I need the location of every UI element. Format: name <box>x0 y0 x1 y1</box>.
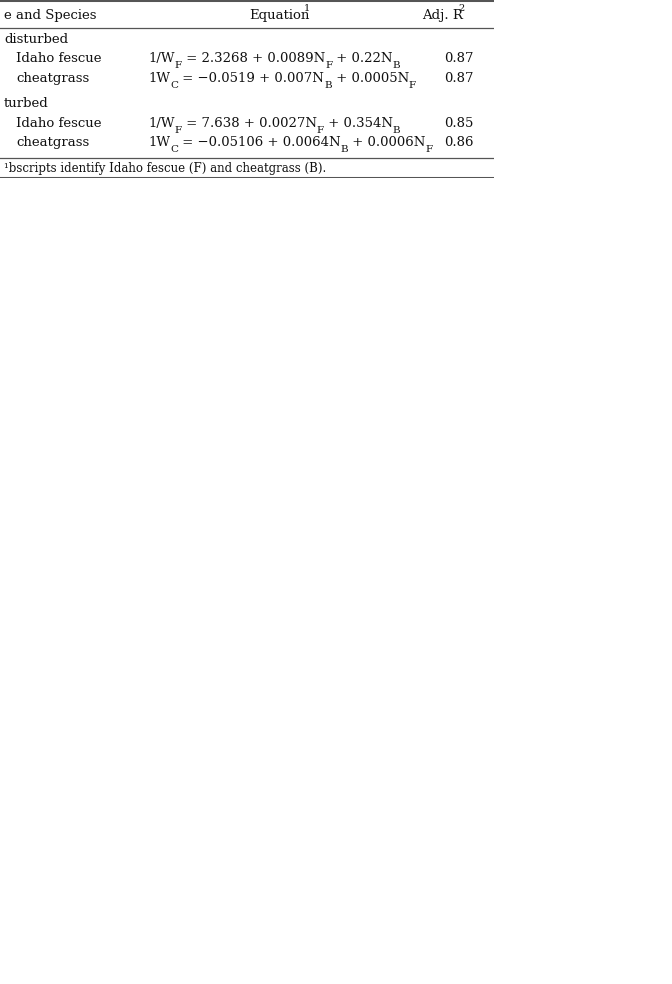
Text: = 7.638 + 0.0027N: = 7.638 + 0.0027N <box>182 117 317 130</box>
Text: C: C <box>170 145 178 154</box>
Text: 2: 2 <box>458 4 464 13</box>
Text: + 0.354N: + 0.354N <box>324 117 393 130</box>
Text: + 0.0006N: + 0.0006N <box>348 136 426 150</box>
Text: + 0.22N: + 0.22N <box>332 52 392 65</box>
Text: 0.85: 0.85 <box>445 117 474 130</box>
Text: B: B <box>341 145 348 154</box>
Text: = −0.05106 + 0.0064N: = −0.05106 + 0.0064N <box>178 136 341 150</box>
Text: Equation: Equation <box>249 9 309 22</box>
Text: F: F <box>409 81 416 90</box>
Text: F: F <box>325 61 332 70</box>
Text: 0.86: 0.86 <box>445 136 474 150</box>
Text: F: F <box>426 145 433 154</box>
Text: ¹bscripts identify Idaho fescue (F) and cheatgrass (B).: ¹bscripts identify Idaho fescue (F) and … <box>4 161 326 175</box>
Text: Adj. R: Adj. R <box>422 9 463 22</box>
Text: B: B <box>392 61 401 70</box>
Text: = −0.0519 + 0.007N: = −0.0519 + 0.007N <box>178 72 324 86</box>
Text: F: F <box>175 126 182 135</box>
Text: Idaho fescue: Idaho fescue <box>16 117 101 130</box>
Text: F: F <box>317 126 324 135</box>
Text: cheatgrass: cheatgrass <box>16 136 89 150</box>
Text: C: C <box>170 81 178 90</box>
Text: 1: 1 <box>304 4 310 13</box>
Text: B: B <box>393 126 401 135</box>
Text: 1W: 1W <box>148 136 170 150</box>
Text: disturbed: disturbed <box>4 32 68 45</box>
Text: turbed: turbed <box>4 96 48 110</box>
Text: F: F <box>175 61 182 70</box>
Text: cheatgrass: cheatgrass <box>16 72 89 86</box>
Text: B: B <box>324 81 332 90</box>
Text: 1/W: 1/W <box>148 117 175 130</box>
Text: + 0.0005N: + 0.0005N <box>332 72 409 86</box>
Text: 1W: 1W <box>148 72 170 86</box>
Text: 0.87: 0.87 <box>445 72 474 86</box>
Text: = 2.3268 + 0.0089N: = 2.3268 + 0.0089N <box>182 52 325 65</box>
Text: 0.87: 0.87 <box>445 52 474 65</box>
Text: 1/W: 1/W <box>148 52 175 65</box>
Text: Idaho fescue: Idaho fescue <box>16 52 101 65</box>
Text: e and Species: e and Species <box>4 9 97 22</box>
